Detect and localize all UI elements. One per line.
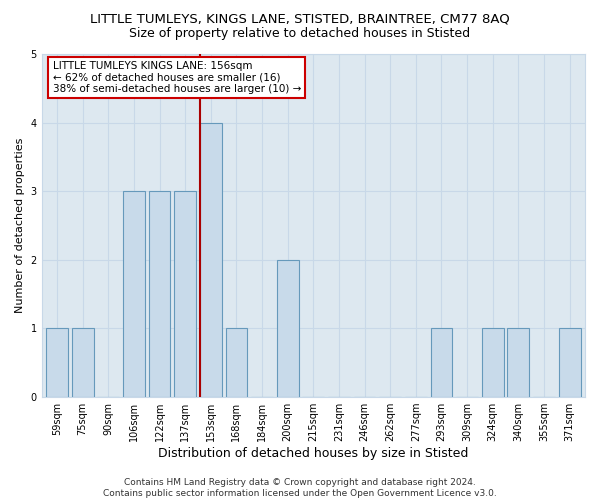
Bar xyxy=(123,191,145,397)
Bar xyxy=(277,260,299,397)
Text: Contains HM Land Registry data © Crown copyright and database right 2024.
Contai: Contains HM Land Registry data © Crown c… xyxy=(103,478,497,498)
Text: Size of property relative to detached houses in Stisted: Size of property relative to detached ho… xyxy=(130,28,470,40)
Bar xyxy=(149,191,170,397)
Bar xyxy=(46,328,68,397)
Y-axis label: Number of detached properties: Number of detached properties xyxy=(15,138,25,313)
Bar xyxy=(226,328,247,397)
Bar xyxy=(482,328,503,397)
Bar xyxy=(72,328,94,397)
X-axis label: Distribution of detached houses by size in Stisted: Distribution of detached houses by size … xyxy=(158,447,469,460)
Bar xyxy=(559,328,581,397)
Bar xyxy=(200,122,222,397)
Bar xyxy=(508,328,529,397)
Text: LITTLE TUMLEYS KINGS LANE: 156sqm
← 62% of detached houses are smaller (16)
38% : LITTLE TUMLEYS KINGS LANE: 156sqm ← 62% … xyxy=(53,61,301,94)
Bar xyxy=(431,328,452,397)
Text: LITTLE TUMLEYS, KINGS LANE, STISTED, BRAINTREE, CM77 8AQ: LITTLE TUMLEYS, KINGS LANE, STISTED, BRA… xyxy=(90,12,510,26)
Bar xyxy=(174,191,196,397)
